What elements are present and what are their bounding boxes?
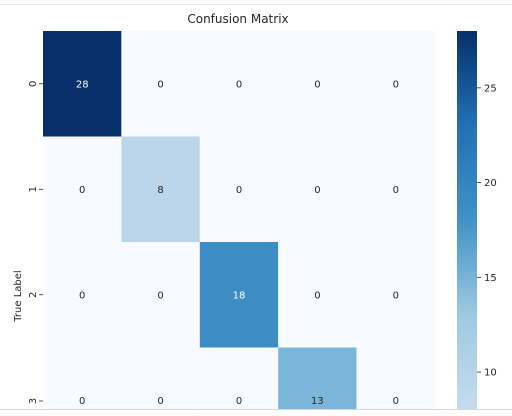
- heatmap-cell-r0-c1: [121, 31, 200, 137]
- colorbar-tick-label-1: 15: [484, 273, 497, 284]
- cell-value-r1-c2: 0: [236, 185, 242, 196]
- bottom-divider: [0, 409, 512, 410]
- y-axis-label: True Label: [13, 270, 24, 322]
- heatmap-cell-r3-c2: [199, 347, 279, 410]
- cell-value-r0-c4: 0: [393, 79, 399, 90]
- cell-value-r1-c0: 0: [79, 185, 85, 196]
- heatmap-cell-r2-c1: [121, 242, 200, 348]
- heatmap-cell-r3-c3: [278, 347, 357, 410]
- heatmap-cell-r3-c4: [356, 347, 435, 410]
- row-label-3: 3: [28, 398, 39, 404]
- heatmap-cell-r1-c3: [278, 136, 357, 242]
- heatmap-cell-r1-c2: [199, 136, 279, 242]
- cell-value-r2-c2: 18: [233, 290, 246, 301]
- heatmap-cell-r0-c2: [199, 31, 279, 137]
- heatmap-cell-r3-c1: [121, 347, 200, 410]
- heatmap-cell-r0-c3: [278, 31, 357, 137]
- row-label-2: 2: [28, 292, 39, 298]
- cell-value-r3-c4: 0: [393, 396, 399, 407]
- colorbar-gradient: [457, 31, 477, 410]
- colorbar-tick-label-3: 25: [484, 83, 497, 94]
- cell-value-r3-c3: 13: [311, 396, 324, 407]
- heatmap-cell-r1-c1: [121, 136, 200, 242]
- heatmap-cell-r0-c4: [356, 31, 435, 137]
- heatmap-cell-r2-c3: [278, 242, 357, 348]
- heatmap-cell-r1-c0: [43, 136, 122, 242]
- row-label-0: 0: [28, 81, 39, 87]
- colorbar: 10 15 20 25: [457, 31, 497, 410]
- cell-value-r0-c0: 28: [76, 79, 89, 90]
- cell-value-r1-c3: 0: [314, 185, 320, 196]
- chart-title: Confusion Matrix: [187, 12, 288, 26]
- cell-value-r0-c1: 0: [157, 79, 163, 90]
- heatmap-cell-r2-c4: [356, 242, 435, 348]
- cell-value-r2-c1: 0: [157, 290, 163, 301]
- heatmap-cell-r1-c4: [356, 136, 435, 242]
- cell-value-r3-c0: 0: [79, 396, 85, 407]
- heatmap-cell-r0-c0: [43, 31, 122, 137]
- cell-value-r0-c3: 0: [314, 79, 320, 90]
- cell-value-r1-c4: 0: [393, 185, 399, 196]
- heatmap-cell-r2-c0: [43, 242, 122, 348]
- colorbar-tick-label-2: 20: [484, 178, 497, 189]
- cell-value-r1-c1: 8: [157, 185, 163, 196]
- row-label-1: 1: [28, 186, 39, 192]
- heatmap-cells: 28 0 0 0 0 0 8 0 0 0 0 0 18 0 0 0 0 0 13 0: [43, 31, 435, 410]
- cell-value-r3-c2: 0: [236, 396, 242, 407]
- cell-value-r0-c2: 0: [236, 79, 242, 90]
- heatmap-cell-r3-c0: [43, 347, 122, 410]
- colorbar-tick-label-0: 10: [484, 368, 497, 379]
- cell-value-r2-c4: 0: [393, 290, 399, 301]
- row-ticks: 0 1 2 3: [28, 81, 43, 404]
- cell-value-r2-c0: 0: [79, 290, 85, 301]
- top-divider: [0, 4, 512, 5]
- cell-value-r2-c3: 0: [314, 290, 320, 301]
- heatmap-cell-r2-c2: [199, 242, 279, 348]
- cell-value-r3-c1: 0: [157, 396, 163, 407]
